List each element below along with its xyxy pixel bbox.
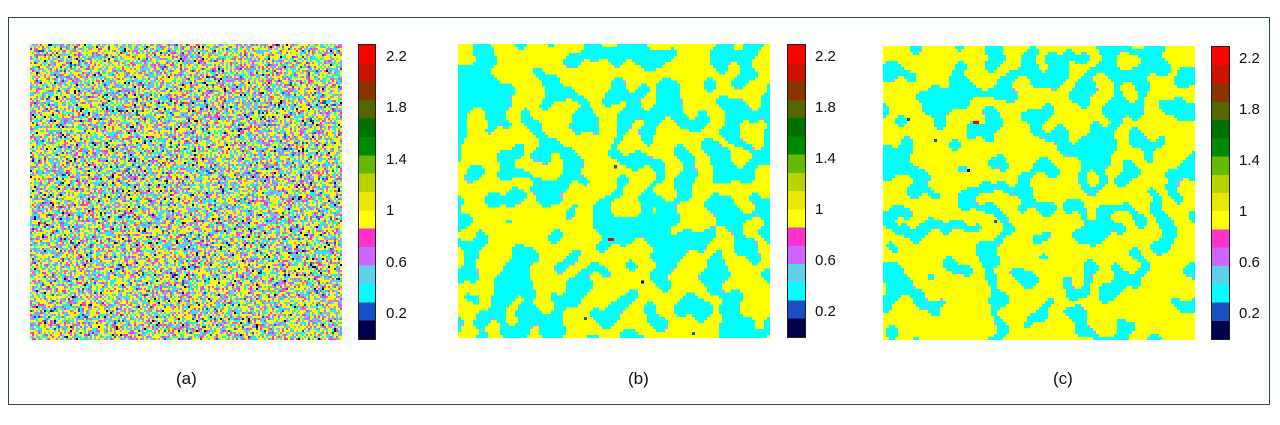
caption-a: (a) xyxy=(176,369,197,388)
colorbar-tick-label: 1.4 xyxy=(815,150,836,168)
figure-frame xyxy=(8,17,1270,405)
colorbar-tick-label: 2.2 xyxy=(815,47,836,65)
colorbar-tick-label: 1.4 xyxy=(386,150,407,168)
caption-c: (c) xyxy=(1053,369,1073,388)
colorbar-tick-label: 2.2 xyxy=(386,47,407,65)
colorbar-tick-label: 2.2 xyxy=(1239,49,1260,67)
colorbar-tick-label: 0.2 xyxy=(815,303,836,321)
colorbar-tick-label: 1.4 xyxy=(1239,152,1260,170)
colorbar-tick-label: 1.8 xyxy=(386,99,407,117)
colorbar-tick-label: 1 xyxy=(386,202,395,220)
colorbar-tick-label: 1 xyxy=(1239,203,1248,221)
colorbar-a xyxy=(358,44,376,340)
heatmap-b xyxy=(458,44,770,338)
colorbar-tick-label: 0.2 xyxy=(386,305,407,323)
heatmap-a xyxy=(30,44,342,340)
colorbar-tick-label: 0.6 xyxy=(386,253,407,271)
colorbar-c xyxy=(1211,46,1230,340)
colorbar-tick-label: 1.8 xyxy=(815,98,836,116)
heatmap-c xyxy=(883,46,1195,340)
colorbar-tick-label: 1.8 xyxy=(1239,100,1260,118)
caption-b: (b) xyxy=(628,369,649,388)
colorbar-b xyxy=(787,44,806,338)
colorbar-tick-label: 0.6 xyxy=(815,252,836,270)
colorbar-tick-label: 0.2 xyxy=(1239,305,1260,323)
colorbar-tick-label: 1 xyxy=(815,201,824,219)
colorbar-tick-label: 0.6 xyxy=(1239,254,1260,272)
